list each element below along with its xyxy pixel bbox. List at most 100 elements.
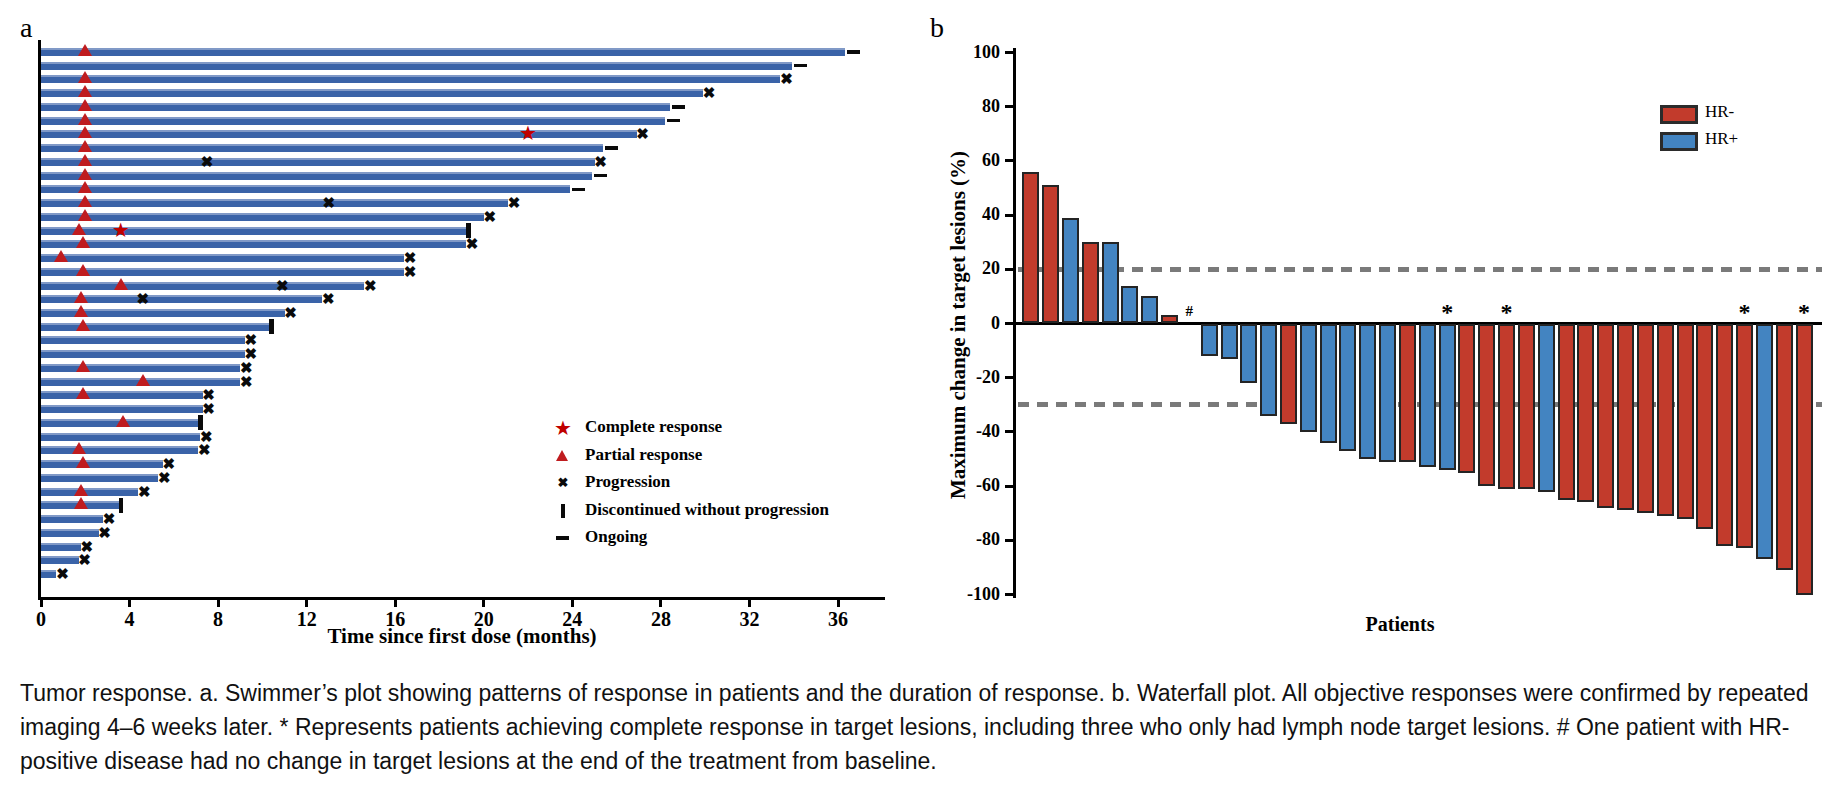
partial-response-triangle-icon xyxy=(78,85,92,97)
progression-x-icon: ✖ xyxy=(53,565,71,583)
swimmer-legend-label: Progression xyxy=(585,472,670,492)
waterfall-y-tick-label: 80 xyxy=(938,96,1000,117)
swimmer-bar xyxy=(41,336,245,344)
partial-response-triangle-icon xyxy=(116,415,130,427)
swimmer-x-tick xyxy=(40,600,43,607)
progression-x-icon: ✖ xyxy=(481,208,499,226)
partial-response-triangle-icon xyxy=(74,484,88,496)
waterfall-bar xyxy=(1102,242,1119,323)
waterfall-bar xyxy=(1161,315,1178,323)
progression-x-icon: ✖ xyxy=(155,469,173,487)
swimmer-bar xyxy=(41,515,103,523)
waterfall-y-tick xyxy=(1005,322,1013,325)
ongoing-dash-icon xyxy=(794,64,807,68)
complete-response-asterisk-annotation: * xyxy=(1795,299,1813,326)
complete-response-star-icon: ★ xyxy=(110,219,132,241)
complete-response-asterisk-annotation: * xyxy=(1498,299,1516,326)
partial-response-triangle-icon xyxy=(78,195,92,207)
swimmer-bar xyxy=(41,172,592,180)
swimmer-bar xyxy=(41,350,245,358)
swimmer-x-tick xyxy=(305,600,308,607)
partial-response-triangle-icon xyxy=(76,387,90,399)
waterfall-bar xyxy=(1042,185,1059,323)
partial-response-triangle-icon xyxy=(78,71,92,83)
waterfall-y-tick xyxy=(1005,539,1013,542)
partial-response-triangle-icon xyxy=(78,99,92,111)
swimmer-bar xyxy=(41,460,163,468)
waterfall-bar xyxy=(1280,324,1297,424)
no-change-hash-annotation: # xyxy=(1181,303,1197,320)
swimmer-x-axis-title: Time since first dose (months) xyxy=(162,624,762,649)
swimmer-x-tick xyxy=(128,600,131,607)
waterfall-y-tick xyxy=(1005,593,1013,596)
swimmer-x-tick xyxy=(482,600,485,607)
swimmer-legend-label: Partial response xyxy=(585,445,702,465)
swimmer-bar xyxy=(41,158,595,166)
swimmer-bar xyxy=(41,529,99,537)
partial-response-triangle-icon xyxy=(74,305,88,317)
waterfall-bar xyxy=(1221,324,1238,359)
swimmer-x-tick xyxy=(659,600,662,607)
swimmer-bar xyxy=(41,75,780,83)
waterfall-bar xyxy=(1637,324,1654,514)
partial-response-triangle-icon xyxy=(136,374,150,386)
waterfall-y-tick-label: 100 xyxy=(938,42,1000,63)
swimmer-x-tick xyxy=(748,600,751,607)
partial-response-triangle-icon xyxy=(78,44,92,56)
partial-response-triangle-icon xyxy=(54,250,68,262)
waterfall-bar xyxy=(1617,324,1634,511)
ongoing-dash-icon xyxy=(672,105,685,109)
complete-response-star-icon: ★ xyxy=(517,122,539,144)
progression-x-icon: ✖ xyxy=(76,551,94,569)
waterfall-y-tick xyxy=(1005,430,1013,433)
discontinued-bar-icon xyxy=(269,319,274,334)
partial-response-triangle-icon xyxy=(76,319,90,331)
partial-response-triangle-icon xyxy=(76,456,90,468)
swimmer-bar xyxy=(41,199,508,207)
swimmer-bar xyxy=(41,240,466,248)
waterfall-bar xyxy=(1300,324,1317,432)
waterfall-bar xyxy=(1240,324,1257,384)
waterfall-bar xyxy=(1399,324,1416,462)
swimmer-bar xyxy=(41,543,81,551)
waterfall-bar xyxy=(1716,324,1733,546)
partial-response-triangle-icon xyxy=(74,291,88,303)
legend-partial-response-triangle-icon xyxy=(556,450,568,461)
swimmer-legend-label: Discontinued without progression xyxy=(585,500,829,520)
waterfall-legend-swatch xyxy=(1660,105,1698,124)
progression-x-icon: ✖ xyxy=(401,263,419,281)
waterfall-bar xyxy=(1597,324,1614,508)
waterfall-bar xyxy=(1796,324,1813,595)
swimmer-bar xyxy=(41,185,570,193)
waterfall-y-axis-title: Maximum change in target lesions (%) xyxy=(946,151,971,499)
waterfall-bar xyxy=(1320,324,1337,443)
swimmer-bar xyxy=(41,213,484,221)
legend-complete-response-star-icon: ★ xyxy=(548,416,578,440)
waterfall-x-axis-title: Patients xyxy=(1300,613,1500,636)
swimmer-legend-label: Ongoing xyxy=(585,527,647,547)
waterfall-y-tick xyxy=(1005,485,1013,488)
waterfall-bar xyxy=(1538,324,1555,492)
partial-response-triangle-icon xyxy=(78,168,92,180)
waterfall-bar xyxy=(1498,324,1515,489)
waterfall-bar xyxy=(1260,324,1277,416)
progression-x-icon: ✖ xyxy=(195,441,213,459)
partial-response-triangle-icon xyxy=(78,209,92,221)
partial-response-triangle-icon xyxy=(76,360,90,372)
swimmer-x-tick xyxy=(571,600,574,607)
ongoing-dash-icon xyxy=(605,146,618,150)
ongoing-dash-icon xyxy=(847,50,860,54)
waterfall-legend-label: HR+ xyxy=(1705,129,1738,149)
progression-x-icon: ✖ xyxy=(134,290,152,308)
swimmer-bar xyxy=(41,364,240,372)
partial-response-triangle-icon xyxy=(78,181,92,193)
waterfall-bar xyxy=(1359,324,1376,460)
progression-x-icon: ✖ xyxy=(700,84,718,102)
partial-response-triangle-icon xyxy=(76,264,90,276)
swimmer-bar xyxy=(41,117,665,125)
waterfall-bar xyxy=(1201,324,1218,357)
figure-caption: Tumor response. a. Swimmer’s plot showin… xyxy=(20,676,1820,778)
ongoing-dash-icon xyxy=(594,174,607,178)
figure-page: a b 04812162024283236✖✖✖★✖✖✖✖✖★✖✖✖✖✖✖✖✖✖… xyxy=(0,0,1835,803)
swimmer-x-tick-label: 4 xyxy=(105,608,155,631)
